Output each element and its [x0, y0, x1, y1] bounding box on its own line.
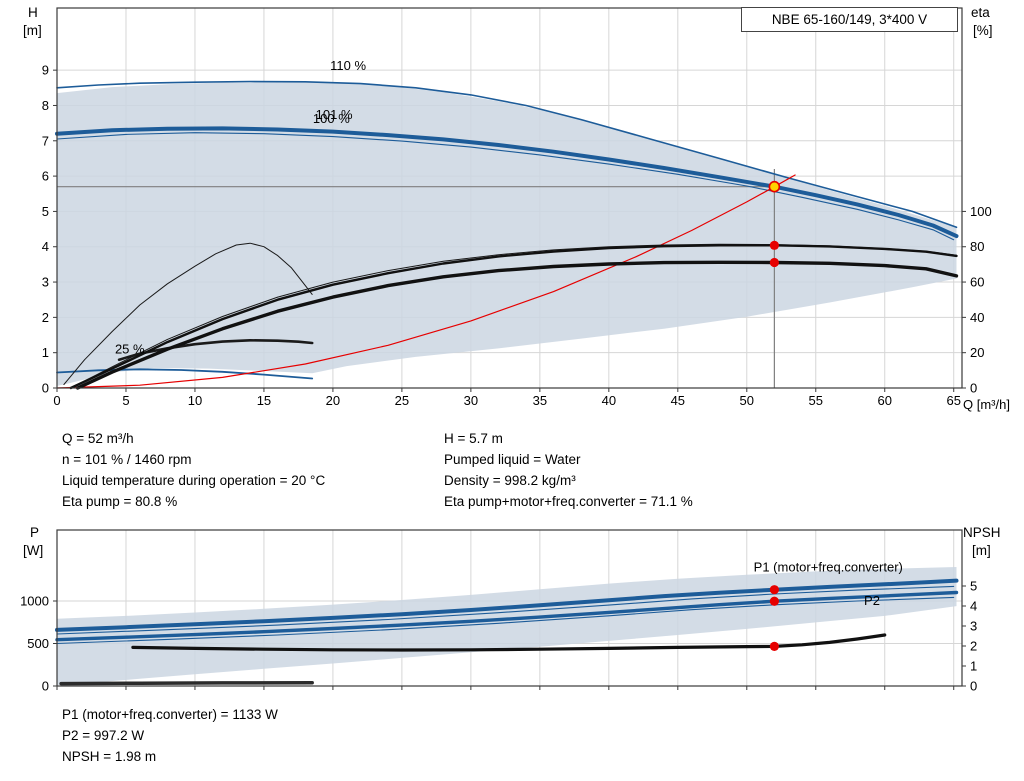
svg-text:500: 500 — [27, 636, 49, 651]
operating-info-right: H = 5.7 m Pumped liquid = Water Density … — [444, 428, 693, 512]
svg-text:9: 9 — [42, 63, 49, 78]
svg-text:6: 6 — [42, 169, 49, 184]
duty-point — [768, 180, 781, 193]
svg-text:60: 60 — [970, 275, 984, 290]
info-p1: P1 (motor+freq.converter) = 1133 W — [62, 707, 278, 722]
series-eta-arc-max-speed — [63, 242, 313, 385]
p1-point — [769, 585, 779, 595]
series-speed-110 — [56, 80, 958, 229]
svg-text:40: 40 — [970, 310, 984, 325]
svg-text:5: 5 — [122, 393, 129, 408]
series-p1-100 — [56, 585, 955, 635]
svg-text:15: 15 — [257, 393, 271, 408]
plot-border — [56, 529, 963, 687]
npsh-axis-title: NPSH — [963, 525, 1001, 540]
svg-text:30: 30 — [464, 393, 478, 408]
eta-total-point — [769, 257, 779, 268]
svg-text:5: 5 — [970, 579, 977, 594]
svg-text:7: 7 — [42, 133, 49, 148]
series-speed-100 — [56, 132, 955, 241]
svg-text:0: 0 — [42, 679, 49, 694]
curve-label: P2 — [864, 593, 880, 608]
series-eta-pump — [69, 244, 958, 390]
svg-text:35: 35 — [533, 393, 547, 408]
info-eta-total: Eta pump+motor+freq.converter = 71.1 % — [444, 494, 693, 509]
info-h: H = 5.7 m — [444, 431, 503, 446]
svg-text:5: 5 — [42, 204, 49, 219]
series-p2-100 — [56, 596, 955, 645]
info-p2: P2 = 997.2 W — [62, 728, 145, 743]
svg-text:0: 0 — [970, 381, 977, 396]
curve-label: 25 % — [115, 341, 145, 356]
p2-point — [769, 596, 779, 606]
svg-text:25: 25 — [395, 393, 409, 408]
curve-label: 100 % — [313, 111, 350, 126]
svg-text:45: 45 — [671, 393, 685, 408]
svg-text:20: 20 — [326, 393, 340, 408]
info-q: Q = 52 m³/h — [62, 431, 134, 446]
svg-text:8: 8 — [42, 98, 49, 113]
info-liquid: Pumped liquid = Water — [444, 452, 581, 467]
series-eta-total — [75, 260, 959, 390]
pump-model-title: NBE 65-160/149, 3*400 V — [741, 7, 958, 32]
svg-text:40: 40 — [602, 393, 616, 408]
svg-text:100: 100 — [970, 204, 992, 219]
svg-text:55: 55 — [809, 393, 823, 408]
h-axis-unit: [m] — [23, 23, 42, 38]
svg-text:20: 20 — [970, 345, 984, 360]
curve-label: P1 (motor+freq.converter) — [754, 560, 903, 575]
eta-pump-point — [769, 240, 779, 250]
power-info: P1 (motor+freq.converter) = 1133 W P2 = … — [62, 704, 278, 767]
svg-text:60: 60 — [878, 393, 892, 408]
svg-text:1: 1 — [970, 659, 977, 674]
power-npsh-chart[interactable]: 0 500 1000 0 1 2 3 4 5 P1 (motor+freq.converter) P… — [0, 520, 1024, 700]
svg-text:4: 4 — [42, 239, 49, 254]
svg-text:80: 80 — [970, 239, 984, 254]
svg-text:0: 0 — [42, 381, 49, 396]
series-speed-101 — [55, 126, 959, 239]
svg-text:4: 4 — [970, 599, 977, 614]
series-speed-25 — [56, 368, 314, 380]
h-axis-title: H — [28, 5, 38, 20]
svg-text:0: 0 — [53, 393, 60, 408]
head-flow-chart[interactable]: 0 5 10 15 20 25 30 35 40 45 50 55 60 6501234567890204… — [0, 0, 1024, 420]
npsh-axis-unit: [m] — [972, 543, 991, 558]
plot-border — [56, 7, 963, 389]
svg-text:50: 50 — [740, 393, 754, 408]
curve-label: 101 % — [316, 107, 353, 122]
operating-info-left: Q = 52 m³/h n = 101 % / 1460 rpm Liquid … — [62, 428, 325, 512]
svg-text:0: 0 — [970, 679, 977, 694]
series-p-25 — [59, 681, 314, 686]
p-axis-title: P — [30, 525, 40, 540]
info-eta-pump: Eta pump = 80.8 % — [62, 494, 178, 509]
series-p1-101 — [55, 578, 959, 632]
info-density: Density = 998.2 kg/m³ — [444, 473, 576, 488]
npsh-point — [769, 641, 779, 651]
svg-text:10: 10 — [188, 393, 202, 408]
svg-text:3: 3 — [970, 619, 977, 634]
series-npsh — [131, 633, 887, 652]
curve-label: 110 % — [330, 58, 366, 73]
info-speed: n = 101 % / 1460 rpm — [62, 452, 192, 467]
svg-text:1: 1 — [42, 345, 49, 360]
svg-text:1000: 1000 — [20, 593, 49, 608]
eta-axis-unit: [%] — [973, 23, 993, 38]
svg-text:3: 3 — [42, 275, 49, 290]
svg-text:2: 2 — [42, 310, 49, 325]
svg-text:65: 65 — [946, 393, 960, 408]
info-npsh: NPSH = 1.98 m — [62, 749, 157, 764]
eta-axis-title: eta — [971, 5, 990, 20]
info-temp: Liquid temperature during operation = 20… — [62, 473, 326, 488]
svg-text:2: 2 — [970, 639, 977, 654]
q-axis-title: Q [m³/h] — [963, 397, 1010, 412]
series-p2-101 — [55, 590, 959, 642]
p-axis-unit: [W] — [23, 543, 44, 558]
series-system-curve — [56, 174, 796, 389]
